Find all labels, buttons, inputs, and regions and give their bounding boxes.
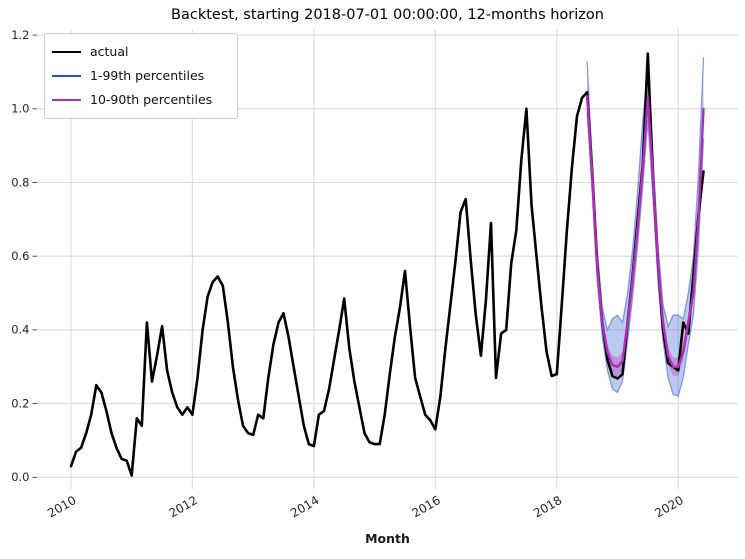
svg-text:2020: 2020 — [652, 493, 685, 520]
y-tick-label: 0.6 — [11, 249, 29, 263]
percentile-10-90-line-swatch-icon — [52, 99, 81, 101]
x-tick-label: 2010 — [45, 493, 78, 520]
svg-text:2018: 2018 — [531, 493, 564, 520]
percentile-1-99-line-swatch-icon — [52, 75, 81, 77]
legend-item-actual: actual — [52, 40, 233, 64]
chart-title: Backtest, starting 2018-07-01 00:00:00, … — [171, 7, 604, 23]
y-tick-label: 1.2 — [11, 28, 29, 42]
y-tick-label: 0.2 — [11, 396, 29, 410]
x-tick-label: 2012 — [167, 493, 200, 520]
legend-label: 1-99th percentiles — [90, 67, 205, 83]
y-tick-label: 1.0 — [11, 102, 29, 116]
x-tick-label: 2014 — [288, 493, 321, 520]
legend-item-10-90th-percentiles: 10-90th percentiles — [52, 88, 233, 112]
x-tick-label: 2018 — [531, 493, 564, 520]
legend-item-1-99th-percentiles: 1-99th percentiles — [52, 64, 233, 88]
x-axis-label: Month — [365, 531, 410, 546]
legend-label: 10-90th percentiles — [90, 91, 213, 107]
svg-text:2014: 2014 — [288, 493, 321, 520]
band-1-99-lower-edge — [586, 112, 705, 398]
y-tick-label: 0.8 — [11, 175, 29, 189]
svg-text:2016: 2016 — [409, 493, 442, 520]
svg-text:2012: 2012 — [167, 493, 200, 520]
y-tick-label: 0.0 — [11, 470, 29, 484]
legend-label: actual — [90, 43, 129, 59]
y-tick-label: 0.4 — [11, 323, 29, 337]
svg-text:2010: 2010 — [45, 493, 78, 520]
legend: actual 1-99th percentiles 10-90th percen… — [44, 33, 238, 119]
actual-line-swatch-icon — [52, 51, 81, 53]
x-tick-label: 2020 — [652, 493, 685, 520]
x-tick-label: 2016 — [409, 493, 442, 520]
forecast-median-line — [585, 94, 705, 368]
